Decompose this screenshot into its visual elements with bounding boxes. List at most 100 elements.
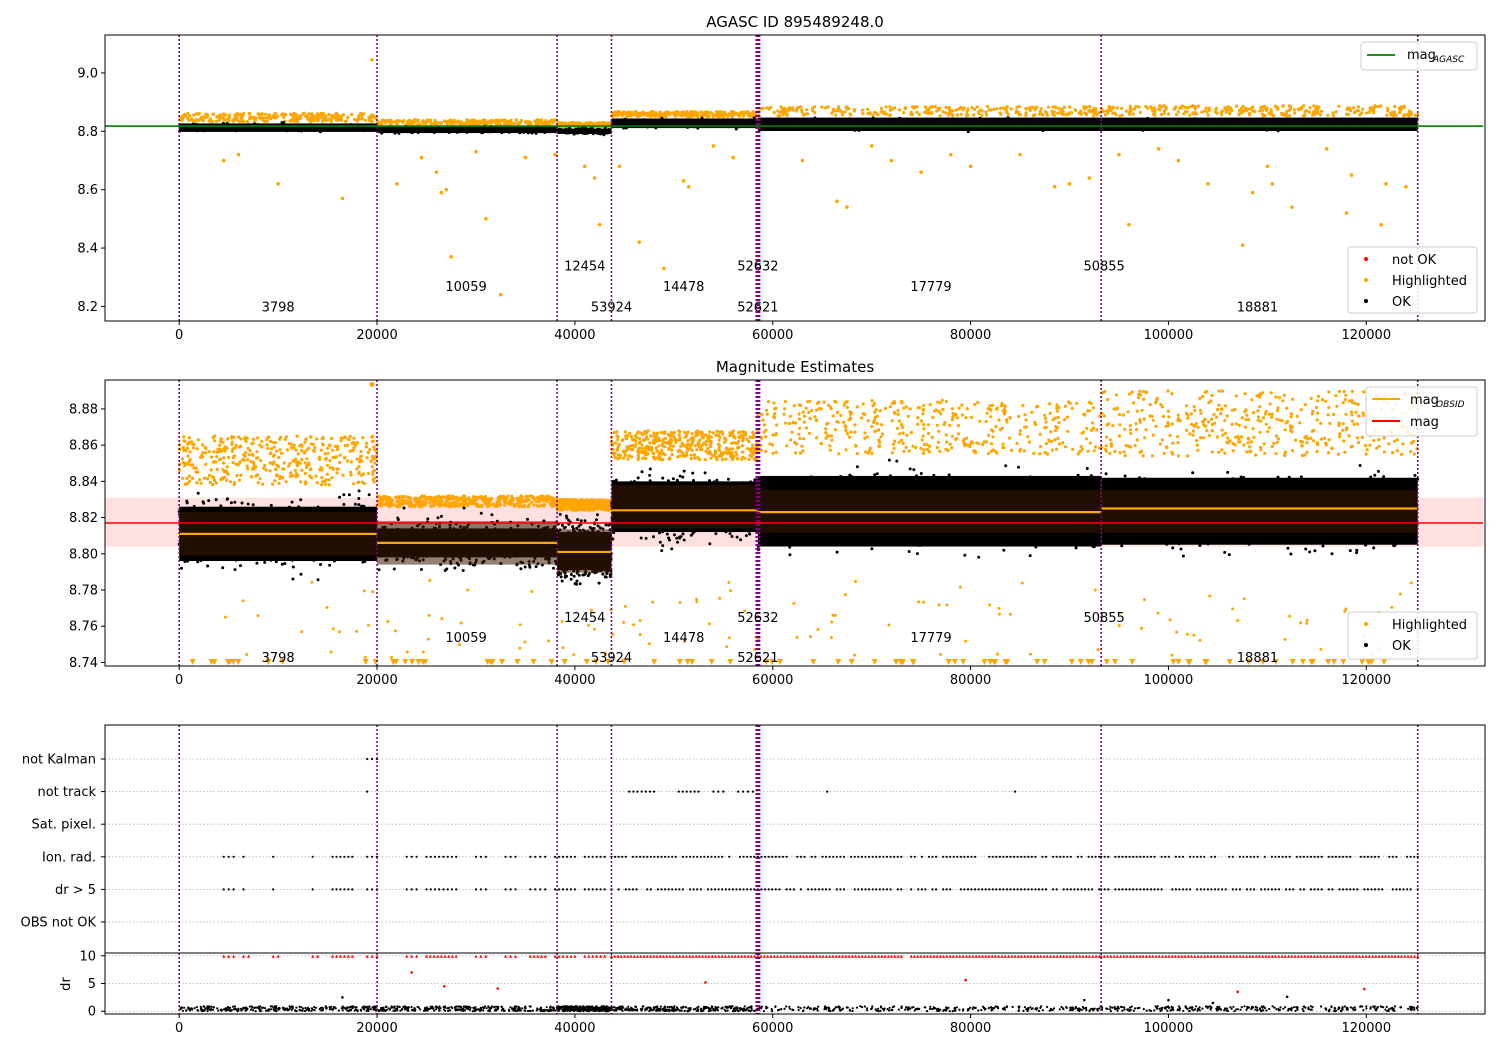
highlighted-point — [1063, 445, 1067, 449]
highlighted-point — [706, 446, 710, 451]
highlighted-point — [884, 112, 889, 116]
highlighted-point — [888, 108, 892, 112]
highlighted-point — [727, 112, 731, 116]
highlighted-point — [669, 441, 673, 445]
highlighted-point — [936, 400, 940, 404]
highlighted-point — [394, 495, 398, 499]
highlighted-point — [835, 109, 840, 113]
ok-point — [1105, 127, 1109, 131]
highlighted-point — [888, 105, 892, 109]
highlighted-point — [1266, 429, 1270, 434]
highlighted-point — [223, 449, 227, 453]
highlighted-point — [796, 105, 801, 110]
highlighted-point — [973, 107, 977, 111]
ok-point — [653, 120, 657, 124]
highlighted-point — [234, 113, 238, 117]
highlighted-point — [868, 446, 872, 450]
highlighted-point — [242, 453, 246, 457]
highlighted-point — [1133, 444, 1137, 448]
highlighted-point — [283, 437, 287, 441]
highlighted-point — [984, 113, 989, 117]
highlighted-point — [543, 119, 548, 123]
highlighted-point — [844, 428, 848, 432]
highlighted-point — [735, 453, 739, 457]
highlighted-point — [1068, 105, 1072, 109]
highlighted-point — [1262, 114, 1266, 118]
highlighted-point — [357, 480, 361, 484]
highlighted-point — [860, 108, 865, 112]
highlighted-point — [764, 450, 768, 454]
highlighted-point — [496, 496, 500, 500]
highlighted-point — [1229, 109, 1233, 113]
x-tick-label: 80000 — [950, 328, 991, 343]
highlighted-point — [645, 435, 649, 439]
highlighted-point — [911, 444, 915, 448]
ok-point — [1275, 118, 1279, 122]
highlighted-point — [343, 119, 348, 124]
highlighted-point — [543, 121, 547, 125]
ok-point — [700, 116, 704, 120]
highlighted-point — [663, 445, 667, 449]
highlighted-point — [798, 436, 802, 441]
highlighted-point — [1058, 442, 1062, 446]
highlighted-point — [638, 436, 642, 440]
obs-label: 52632 — [737, 260, 778, 275]
highlighted-point — [352, 436, 356, 440]
highlighted-point — [198, 117, 202, 121]
highlighted-point — [802, 420, 806, 424]
highlighted-point — [628, 431, 632, 435]
highlighted-point — [477, 504, 481, 508]
highlighted-point — [434, 496, 439, 500]
highlighted-point — [975, 441, 979, 445]
highlighted-point — [836, 107, 840, 111]
highlighted-point — [1344, 211, 1349, 215]
highlighted-point — [771, 433, 775, 437]
highlighted-point — [1042, 413, 1047, 417]
highlighted-point — [258, 116, 262, 120]
highlighted-point — [866, 111, 870, 115]
highlighted-point — [760, 412, 764, 417]
ok-point — [517, 129, 520, 133]
highlighted-point — [678, 454, 682, 458]
ok-point — [207, 126, 211, 130]
highlighted-point — [1374, 446, 1379, 450]
ok-point — [506, 127, 510, 130]
highlighted-point — [788, 414, 793, 418]
highlighted-point — [1002, 446, 1006, 450]
highlighted-point — [711, 454, 716, 458]
highlighted-point — [774, 406, 778, 410]
highlighted-point — [950, 446, 954, 450]
highlighted-point — [1276, 106, 1280, 110]
highlighted-point — [346, 115, 350, 120]
highlighted-point — [334, 455, 338, 459]
ok-point — [597, 130, 600, 134]
highlighted-point — [389, 504, 393, 508]
highlighted-point — [642, 456, 646, 460]
ok-point — [614, 118, 618, 122]
ok-point — [526, 129, 529, 133]
ok-point — [1057, 118, 1061, 122]
highlighted-point — [355, 118, 359, 122]
highlighted-point — [1246, 107, 1250, 111]
highlighted-point — [884, 406, 888, 411]
highlighted-point — [1176, 158, 1181, 163]
ok-point — [1348, 119, 1352, 123]
highlighted-point — [1364, 452, 1368, 456]
highlighted-point — [1229, 106, 1233, 110]
ok-point — [1006, 116, 1010, 120]
highlighted-point — [287, 442, 291, 446]
highlighted-point — [870, 451, 874, 456]
highlighted-point — [741, 436, 746, 440]
highlighted-point — [954, 437, 958, 441]
highlighted-point — [245, 464, 249, 468]
highlighted-point — [1404, 184, 1408, 189]
highlighted-point — [830, 438, 834, 442]
highlighted-point — [837, 452, 841, 456]
highlighted-point — [420, 503, 424, 507]
highlighted-point — [459, 502, 463, 506]
highlighted-point — [567, 501, 571, 505]
highlighted-point — [560, 505, 564, 509]
highlighted-point — [896, 412, 900, 416]
highlighted-point — [950, 434, 955, 438]
highlighted-point — [349, 473, 353, 477]
